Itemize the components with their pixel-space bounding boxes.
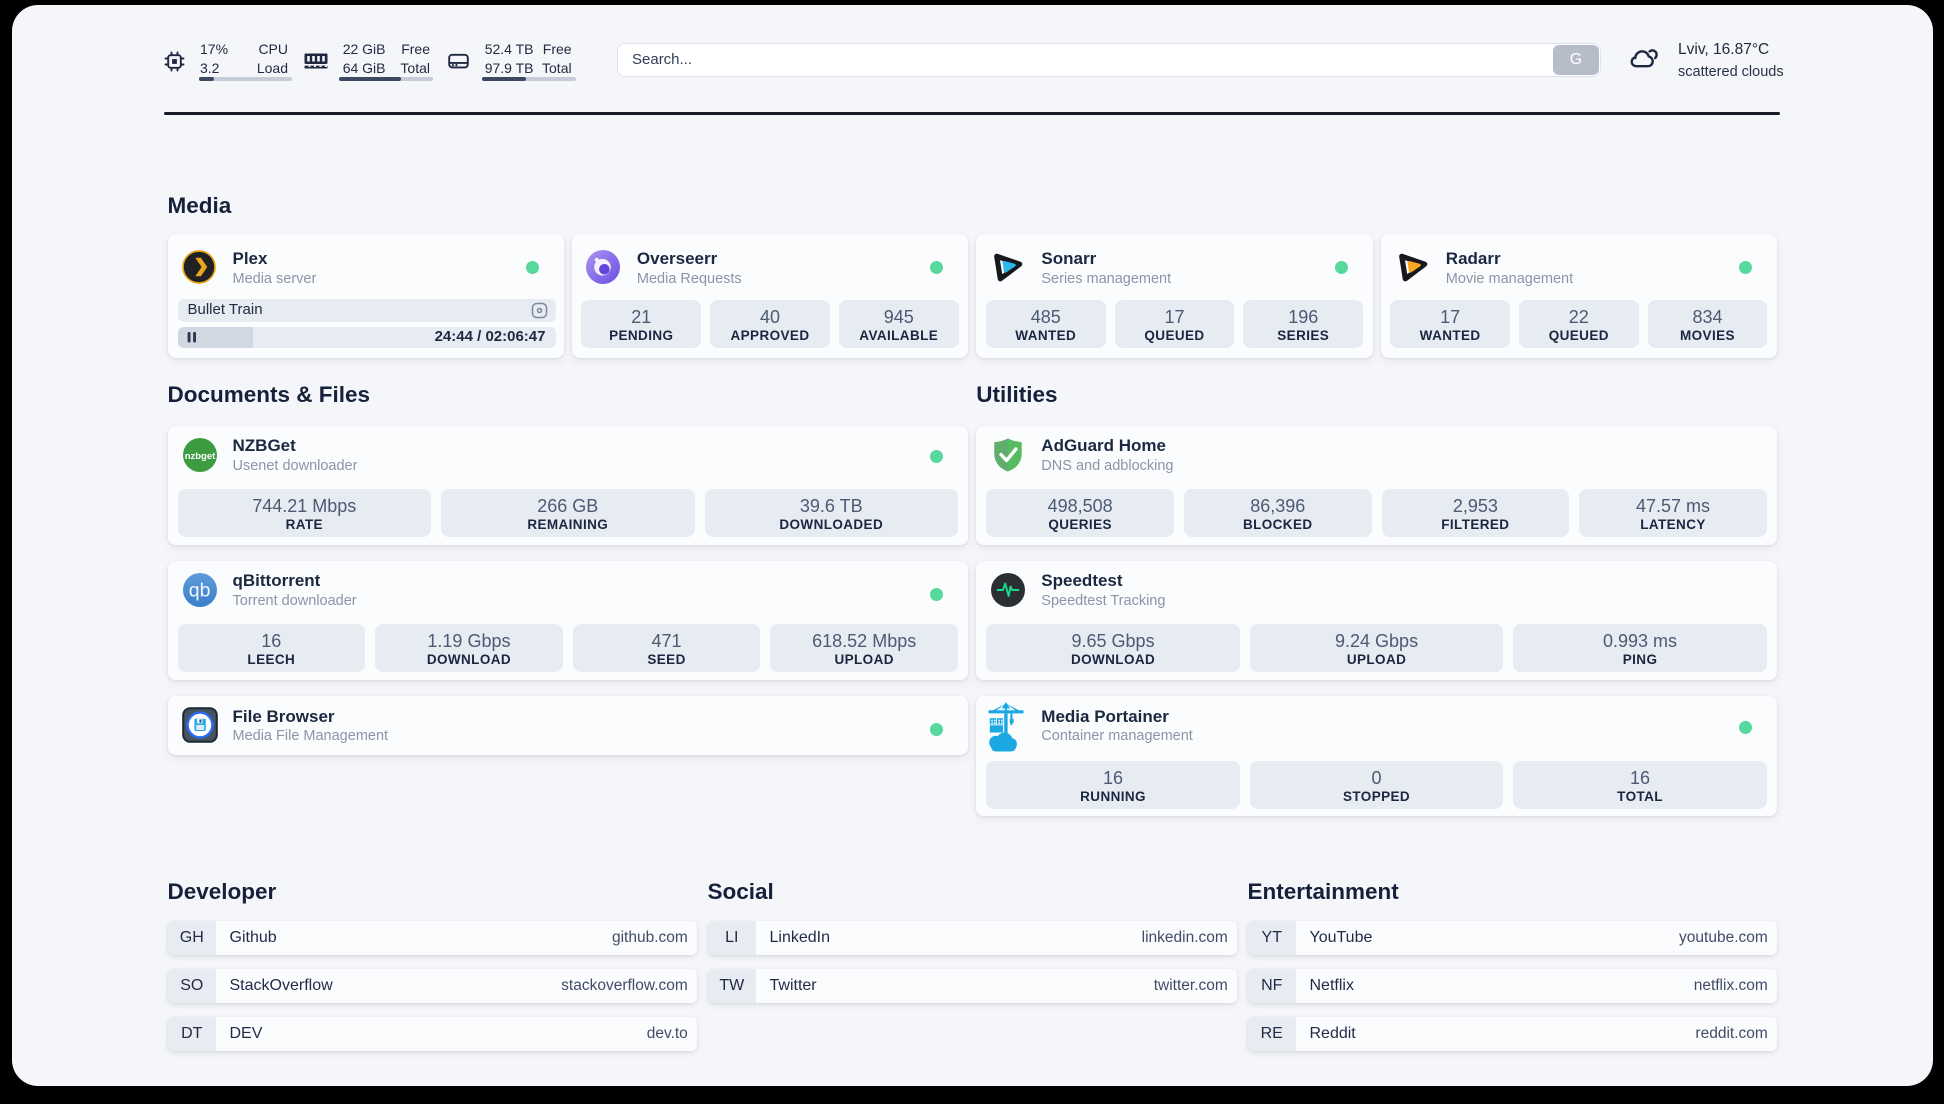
svg-text:nzbget: nzbget xyxy=(184,450,215,461)
svg-text:qb: qb xyxy=(188,579,210,601)
